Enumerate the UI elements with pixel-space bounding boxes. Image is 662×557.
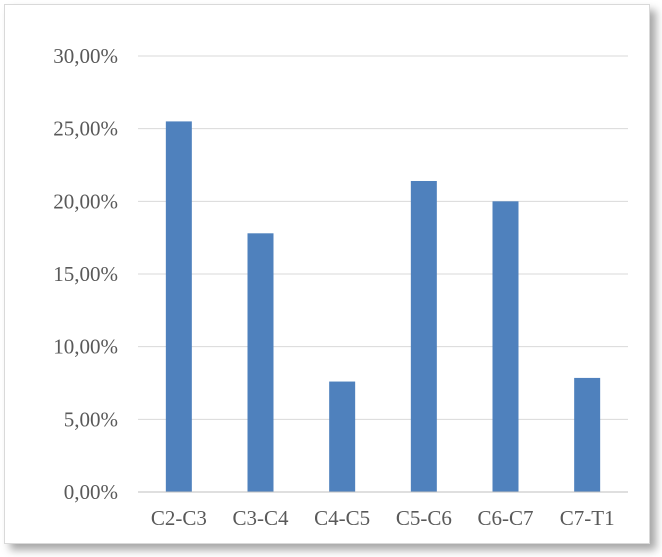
y-tick-label: 10,00% <box>53 335 118 359</box>
gridlines <box>138 55 628 420</box>
x-tick-label: C5-C6 <box>396 506 452 530</box>
x-axis-tick-labels: C2-C3 C3-C4 C4-C5 C5-C6 C6-C7 C7-T1 <box>151 506 615 530</box>
y-tick-label: 30,00% <box>53 44 118 68</box>
x-tick-label: C4-C5 <box>314 506 370 530</box>
x-tick-label: C6-C7 <box>477 506 533 530</box>
y-tick-label: 20,00% <box>53 189 118 213</box>
x-tick-label: C2-C3 <box>151 506 207 530</box>
bar-c5-c6 <box>410 180 437 492</box>
y-tick-label: 5,00% <box>64 407 118 431</box>
bar-c6-c7 <box>492 201 519 493</box>
bar-c2-c3 <box>165 121 192 493</box>
bar-c3-c4 <box>247 233 274 492</box>
bar-c7-t1 <box>574 377 601 492</box>
x-tick-label: C3-C4 <box>232 506 289 530</box>
bars <box>165 121 601 493</box>
x-tick-label: C7-T1 <box>560 506 615 530</box>
bar-c4-c5 <box>329 381 356 492</box>
y-tick-label: 15,00% <box>53 262 118 286</box>
y-tick-label: 25,00% <box>53 117 118 141</box>
y-tick-label: 0,00% <box>64 480 118 504</box>
y-axis-tick-labels: 0,00% 5,00% 10,00% 15,00% 20,00% 25,00% 30,00% <box>53 44 118 504</box>
